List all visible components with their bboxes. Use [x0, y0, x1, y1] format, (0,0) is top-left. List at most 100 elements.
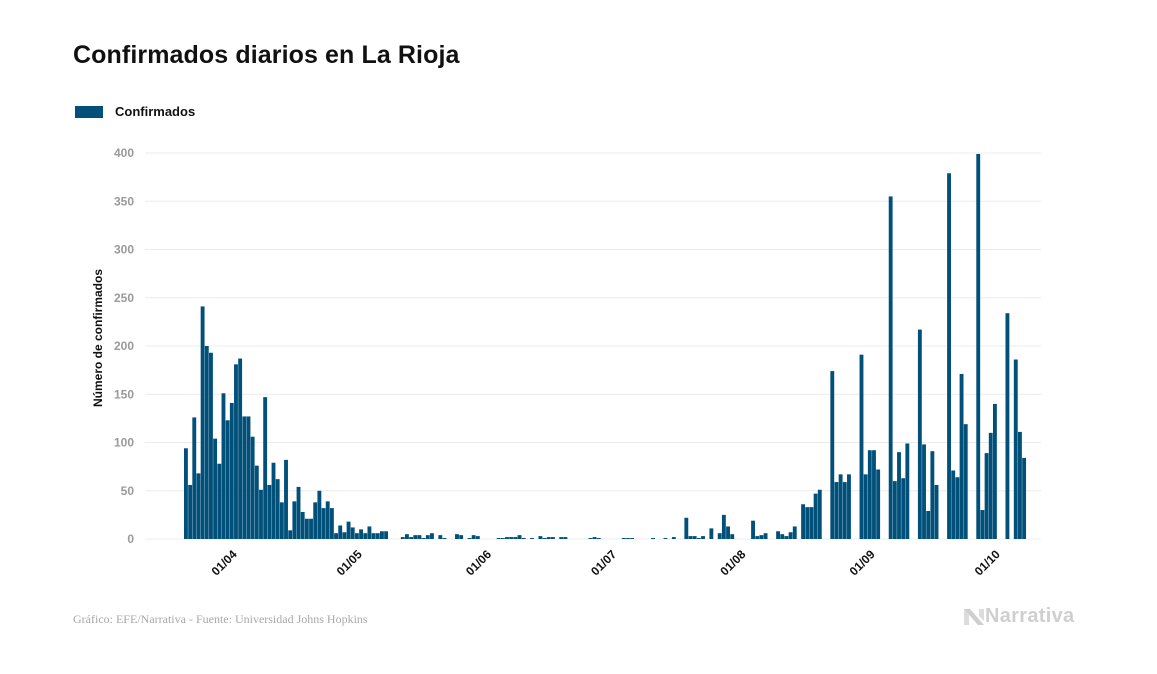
- y-axis-label: Número de confirmados: [91, 269, 105, 407]
- bar: [421, 538, 426, 539]
- bar: [626, 538, 630, 539]
- bar: [459, 535, 464, 539]
- bar: [267, 484, 272, 539]
- bar: [1013, 359, 1018, 539]
- bar: [325, 501, 330, 539]
- x-tick-label: 01/07: [588, 547, 619, 578]
- bar: [184, 448, 188, 539]
- brand-logo: Narrativa: [963, 605, 1074, 628]
- bar: [542, 538, 547, 539]
- bar: [1022, 457, 1027, 539]
- x-tick-label: 01/04: [209, 547, 240, 578]
- bar: [284, 459, 288, 539]
- bar: [363, 533, 368, 539]
- bar: [813, 493, 818, 539]
- x-tick-label: 01/08: [717, 547, 748, 578]
- bar: [859, 354, 864, 539]
- bar: [209, 352, 213, 539]
- bar: [200, 306, 205, 539]
- bar: [188, 484, 193, 539]
- y-tick-label: 50: [121, 484, 135, 498]
- bar: [763, 533, 768, 539]
- bar: [309, 518, 313, 539]
- narrativa-logo-icon: [964, 608, 984, 625]
- bar: [671, 537, 676, 539]
- bar: [196, 473, 201, 539]
- bar: [300, 511, 305, 539]
- bar: [317, 490, 322, 539]
- chart-title: Confirmados diarios en La Rioja: [73, 41, 460, 69]
- bar: [500, 538, 505, 539]
- bar: [546, 537, 551, 539]
- bar: [242, 416, 247, 539]
- bar: [588, 538, 593, 539]
- bar: [621, 538, 626, 539]
- bar: [192, 417, 197, 539]
- bar: [455, 534, 459, 539]
- bar: [721, 514, 726, 540]
- bars: [184, 153, 1027, 540]
- bar: [254, 465, 259, 539]
- bar: [409, 537, 414, 539]
- bar: [959, 373, 964, 539]
- bar: [905, 443, 910, 539]
- x-tick-label: 01/09: [847, 547, 878, 578]
- bar: [755, 536, 760, 539]
- bar: [888, 196, 893, 539]
- bar: [684, 517, 689, 539]
- bar: [263, 397, 268, 539]
- bar: [596, 538, 601, 539]
- bar: [359, 529, 364, 539]
- bar: [759, 535, 764, 539]
- bar: [709, 528, 714, 539]
- bar: [413, 535, 418, 539]
- bar: [288, 530, 293, 539]
- bar: [780, 534, 785, 539]
- bar: [692, 536, 697, 539]
- bar: [375, 533, 380, 539]
- bar: [897, 452, 901, 539]
- bar: [817, 489, 822, 539]
- bar: [842, 482, 847, 539]
- bar: [225, 420, 230, 539]
- bar: [630, 538, 635, 539]
- bar: [955, 477, 960, 539]
- bar: [475, 536, 480, 539]
- bar: [663, 538, 668, 539]
- bar: [592, 537, 597, 539]
- bar: [951, 470, 956, 539]
- brand-name: Narrativa: [985, 605, 1075, 627]
- bar: [792, 526, 797, 539]
- bar: [217, 463, 222, 539]
- bar: [926, 511, 931, 539]
- bar: [563, 537, 568, 539]
- bar: [726, 526, 730, 539]
- x-tick-label: 01/05: [334, 547, 365, 578]
- bar: [809, 507, 814, 539]
- bar: [342, 532, 347, 539]
- legend-label-confirmados: Confirmados: [115, 104, 196, 119]
- bar: [834, 482, 839, 539]
- bar: [651, 538, 655, 539]
- bar: [863, 474, 868, 539]
- bar: [980, 510, 985, 539]
- bar: [872, 450, 876, 539]
- bar: [984, 453, 989, 539]
- bar: [867, 450, 872, 539]
- bar: [304, 518, 309, 539]
- bar: [892, 481, 897, 539]
- bar: [788, 532, 793, 539]
- y-tick-label: 200: [114, 339, 134, 353]
- bar: [988, 432, 993, 539]
- bar: [329, 508, 334, 539]
- bar: [371, 533, 376, 539]
- bar: [467, 538, 472, 539]
- bar: [509, 537, 514, 539]
- y-tick-label: 100: [114, 436, 134, 450]
- bar: [417, 535, 422, 539]
- bar: [229, 402, 234, 539]
- bar: [204, 346, 209, 539]
- bar: [338, 525, 343, 539]
- y-tick-label: 350: [114, 194, 134, 208]
